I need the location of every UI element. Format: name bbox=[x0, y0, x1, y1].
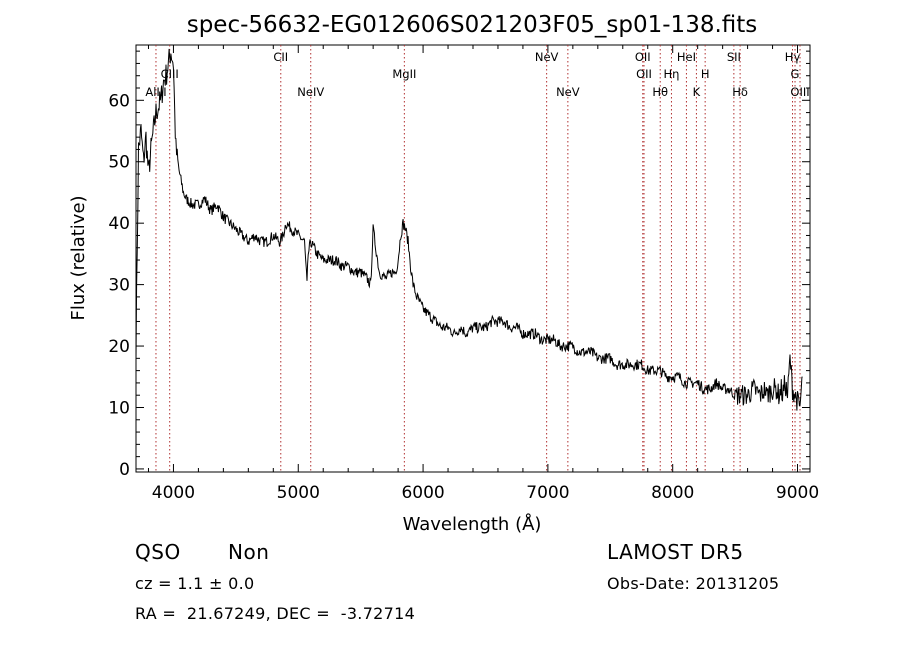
line-label-4: MgII bbox=[392, 67, 416, 81]
redshift-cz: cz = 1.1 ± 0.0 bbox=[135, 574, 255, 593]
line-label-16: Hγ bbox=[785, 50, 801, 64]
line-label-12: K bbox=[693, 85, 701, 99]
line-label-15: Hδ bbox=[732, 85, 748, 99]
line-label-8: OII bbox=[636, 67, 652, 81]
x-tick-label-1: 5000 bbox=[277, 483, 320, 503]
line-label-14: SII bbox=[727, 50, 741, 64]
line-label-5: NeV bbox=[535, 50, 559, 64]
y-tick-label-1: 10 bbox=[108, 398, 130, 418]
line-label-3: NeIV bbox=[297, 85, 324, 99]
y-tick-label-4: 40 bbox=[108, 214, 130, 234]
y-axis-label: Flux (relative) bbox=[68, 195, 89, 320]
line-label-11: HeI bbox=[677, 50, 696, 64]
x-tick-label-5: 9000 bbox=[776, 483, 819, 503]
plot-frame bbox=[135, 44, 811, 473]
y-tick-label-2: 20 bbox=[108, 337, 130, 357]
x-axis-label: Wavelength (Å) bbox=[403, 513, 542, 535]
x-tick-label-0: 4000 bbox=[152, 483, 195, 503]
line-label-9: Hθ bbox=[652, 85, 668, 99]
line-label-10: Hη bbox=[663, 67, 679, 81]
emission-lines: AlIIICIIICIINeIVMgIINeVNeVOIIOIIHθHηHeIK… bbox=[145, 45, 810, 472]
x-tick-label-4: 8000 bbox=[651, 483, 694, 503]
line-label-2: CII bbox=[273, 50, 288, 64]
chart-title: spec-56632-EG012606S021203F05_sp01-138.f… bbox=[187, 12, 758, 38]
line-label-18: OIII bbox=[790, 85, 809, 99]
y-tick-label-0: 0 bbox=[119, 460, 130, 480]
y-tick-label-6: 60 bbox=[108, 91, 130, 111]
object-subclass: Non bbox=[228, 540, 270, 564]
x-tick-label-2: 6000 bbox=[401, 483, 444, 503]
line-label-7: OII bbox=[635, 50, 651, 64]
line-label-6: NeV bbox=[556, 85, 580, 99]
survey-label: LAMOST DR5 bbox=[607, 540, 744, 564]
observation-date: Obs-Date: 20131205 bbox=[607, 574, 780, 593]
axis-ticks: 4000 5000 6000 7000 8000 9000 0 10 20 30 40 50 60 bbox=[108, 45, 819, 503]
line-label-17: G bbox=[791, 67, 800, 81]
line-label-1: CIII bbox=[161, 67, 179, 81]
spectrum-series-line bbox=[135, 48, 803, 411]
y-tick-label-5: 50 bbox=[108, 153, 130, 173]
line-label-13: H bbox=[701, 67, 710, 81]
x-tick-label-3: 7000 bbox=[526, 483, 569, 503]
coordinates: RA = 21.67249, DEC = -3.72714 bbox=[135, 604, 416, 623]
y-tick-label-3: 30 bbox=[108, 276, 130, 296]
object-class: QSO bbox=[135, 540, 181, 564]
